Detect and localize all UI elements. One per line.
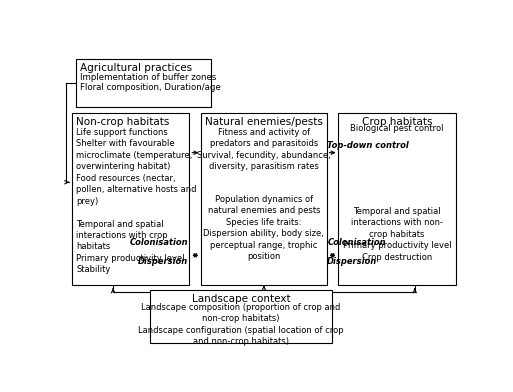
Text: Agricultural practices: Agricultural practices <box>80 63 192 73</box>
Text: Dispersion: Dispersion <box>327 257 378 266</box>
Text: Landscape context: Landscape context <box>192 294 290 304</box>
Text: Natural enemies/pests: Natural enemies/pests <box>205 117 323 127</box>
Text: Dispersion: Dispersion <box>139 257 189 266</box>
Text: Crop habitats: Crop habitats <box>362 117 432 127</box>
Text: Colonisation: Colonisation <box>130 238 189 247</box>
Text: Non-crop habitats: Non-crop habitats <box>76 117 169 127</box>
Text: Population dynamics of
natural enemies and pests
Species life traits:
Dispersion: Population dynamics of natural enemies a… <box>204 195 324 261</box>
Bar <box>76 59 211 107</box>
Text: Top-down control: Top-down control <box>327 141 409 150</box>
Text: Colonisation: Colonisation <box>327 238 386 247</box>
Bar <box>201 113 326 285</box>
Text: Landscape composition (proportion of crop and
non-crop habitats)
Landscape confi: Landscape composition (proportion of cro… <box>138 303 344 346</box>
Text: Implementation of buffer zones
Floral composition, Duration/age: Implementation of buffer zones Floral co… <box>80 73 221 92</box>
Bar <box>72 113 189 285</box>
Bar <box>339 113 456 285</box>
Text: Fitness and activity of
predators and parasitoids
Survival, fecundity, abundance: Fitness and activity of predators and pa… <box>197 128 331 171</box>
Bar <box>150 290 332 343</box>
Text: Biological pest control: Biological pest control <box>350 124 444 133</box>
Text: Temporal and spatial
interactions with non-
crop habitats
Primary productivity l: Temporal and spatial interactions with n… <box>343 207 451 262</box>
Text: Life support functions
Shelter with favourable
microclimate (temperature,
overwi: Life support functions Shelter with favo… <box>76 128 196 274</box>
